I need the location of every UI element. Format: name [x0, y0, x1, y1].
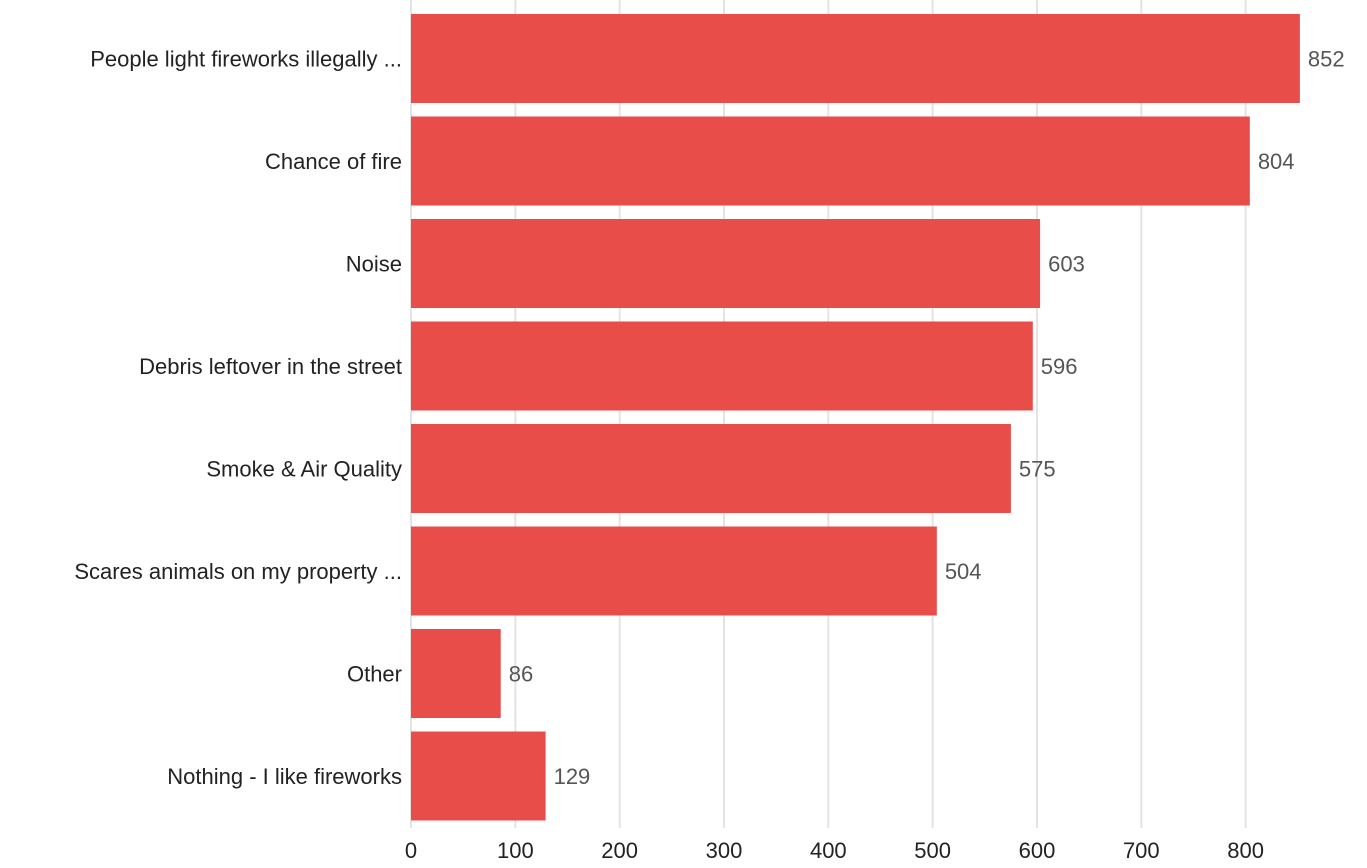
bar-layer	[411, 14, 1300, 821]
category-label: Nothing - I like fireworks	[167, 764, 402, 789]
x-tick-label: 100	[497, 838, 534, 863]
x-axis-ticks: 0 100 200 300 400 500 600 700 800	[405, 838, 1264, 863]
value-labels: 852 804 603 596 575 504 86 129	[509, 47, 1345, 790]
category-label: Scares animals on my property ...	[74, 559, 402, 584]
bar[interactable]	[411, 116, 1250, 206]
category-labels: People light fireworks illegally ... Chan…	[74, 47, 402, 790]
bar[interactable]	[411, 731, 546, 821]
category-label: Smoke & Air Quality	[206, 457, 402, 482]
value-label: 504	[945, 559, 982, 584]
value-label: 852	[1308, 47, 1345, 72]
x-tick-label: 200	[601, 838, 638, 863]
value-label: 86	[509, 662, 533, 687]
category-label: Other	[347, 662, 402, 687]
bar[interactable]	[411, 321, 1033, 411]
x-tick-label: 0	[405, 838, 417, 863]
bar[interactable]	[411, 219, 1041, 308]
x-tick-label: 400	[810, 838, 847, 863]
bar[interactable]	[411, 424, 1011, 513]
category-label: Debris leftover in the street	[139, 354, 402, 379]
category-label: People light fireworks illegally ...	[90, 47, 402, 72]
x-tick-label: 700	[1123, 838, 1160, 863]
x-tick-label: 500	[914, 838, 951, 863]
value-label: 129	[554, 764, 591, 789]
bar[interactable]	[411, 526, 937, 616]
value-label: 603	[1048, 252, 1085, 277]
value-label: 575	[1019, 457, 1056, 482]
x-tick-label: 800	[1227, 838, 1264, 863]
value-label: 596	[1041, 354, 1078, 379]
category-label: Noise	[346, 252, 402, 277]
bar[interactable]	[411, 629, 501, 718]
x-tick-label: 300	[706, 838, 743, 863]
x-tick-label: 600	[1019, 838, 1056, 863]
value-label: 804	[1258, 149, 1295, 174]
category-label: Chance of fire	[265, 149, 402, 174]
bar[interactable]	[411, 14, 1300, 103]
